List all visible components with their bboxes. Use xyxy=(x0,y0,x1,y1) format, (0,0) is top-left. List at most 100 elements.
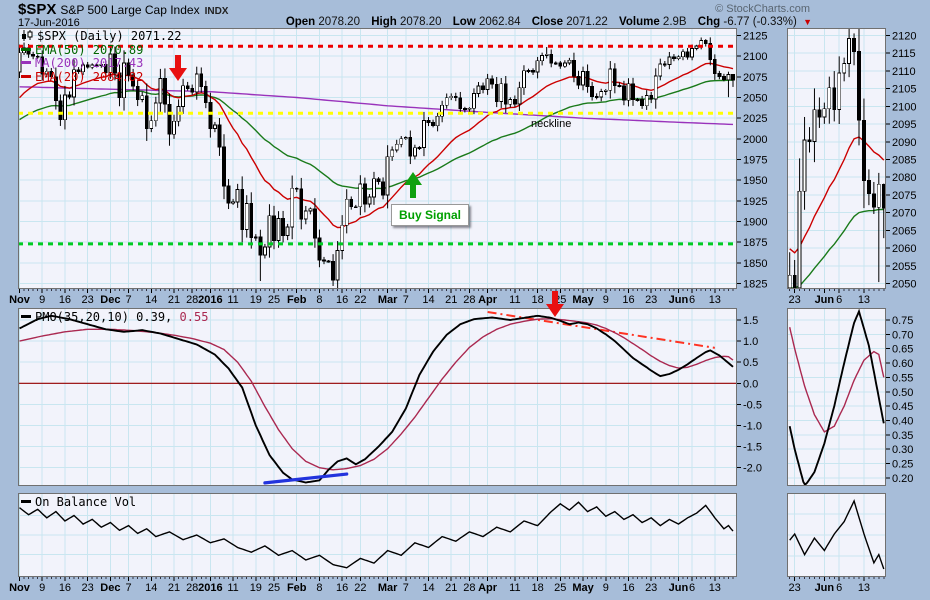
svg-text:22: 22 xyxy=(354,294,366,306)
svg-text:16: 16 xyxy=(59,294,71,306)
pmo-crossover-arrow-icon xyxy=(546,291,564,317)
close-value: 2071.22 xyxy=(566,16,608,28)
svg-text:Apr: Apr xyxy=(478,582,498,594)
svg-text:2075: 2075 xyxy=(743,72,767,84)
arrow-head xyxy=(169,68,187,81)
svg-text:11: 11 xyxy=(509,294,520,306)
arrow-stem xyxy=(410,185,416,198)
high-value: 2078.20 xyxy=(399,16,442,28)
svg-text:23: 23 xyxy=(645,582,657,594)
svg-text:2075: 2075 xyxy=(892,190,916,202)
volume-label: Volume xyxy=(619,16,660,28)
obv-line xyxy=(789,499,885,570)
pmo-axis: 1.5 1.0 0.5 0.0 -0.5 -1.0 -1.5 -2.0 xyxy=(737,315,762,475)
legend-ema50-row: EMA(50) 2070.89 xyxy=(21,43,182,58)
pmo-swatch xyxy=(21,315,31,318)
svg-text:2016: 2016 xyxy=(198,294,222,306)
svg-text:0.75: 0.75 xyxy=(892,315,913,327)
svg-text:2065: 2065 xyxy=(892,225,916,237)
svg-text:Jun: Jun xyxy=(815,582,835,594)
svg-text:16: 16 xyxy=(59,582,71,594)
svg-text:May: May xyxy=(572,582,594,594)
svg-text:1850: 1850 xyxy=(743,258,767,270)
svg-text:Dec: Dec xyxy=(100,582,120,594)
svg-text:Jun: Jun xyxy=(815,294,835,306)
main-legend-label: $SPX (Daily) 2071.22 xyxy=(37,29,182,43)
svg-text:2090: 2090 xyxy=(892,137,916,149)
svg-text:18: 18 xyxy=(531,582,543,594)
svg-text:Dec: Dec xyxy=(100,294,120,306)
svg-text:16: 16 xyxy=(622,294,634,306)
volume-value: 2.9B xyxy=(662,16,687,28)
buy-signal-arrow-icon xyxy=(404,172,422,198)
obv-chart xyxy=(18,493,737,577)
svg-text:19: 19 xyxy=(250,294,262,306)
svg-text:28: 28 xyxy=(186,294,198,306)
svg-text:2120: 2120 xyxy=(892,31,916,43)
open-label: Open xyxy=(285,16,316,28)
svg-text:0.60: 0.60 xyxy=(892,358,913,370)
svg-text:7: 7 xyxy=(126,294,132,306)
pmo-indicator-chart: 1.5 1.0 0.5 0.0 -0.5 -1.0 -1.5 -2.0 xyxy=(18,308,762,486)
svg-text:22: 22 xyxy=(354,582,366,594)
svg-text:1950: 1950 xyxy=(743,175,767,187)
svg-text:19: 19 xyxy=(250,582,262,594)
stockcharts-credit: © StockCharts.com xyxy=(715,3,810,15)
svg-text:16: 16 xyxy=(622,582,634,594)
change-down-icon: ▼ xyxy=(803,17,812,27)
quote-bar: Open 2078.20 High 2078.20 Low 2062.84 Cl… xyxy=(278,16,812,28)
svg-text:11: 11 xyxy=(227,582,238,594)
legend-title-row: $SPX (Daily) 2071.22 xyxy=(21,29,182,44)
svg-text:1925: 1925 xyxy=(743,196,767,208)
pmo-support-trendline xyxy=(263,472,349,485)
neckline-annotation: neckline xyxy=(531,118,572,130)
svg-text:6: 6 xyxy=(689,582,695,594)
svg-text:Mar: Mar xyxy=(378,294,398,306)
svg-text:2105: 2105 xyxy=(892,84,916,96)
low-label: Low xyxy=(452,16,476,28)
change-value: -6.77 (-0.33%) xyxy=(723,16,797,28)
arrow-head xyxy=(546,304,564,317)
svg-text:21: 21 xyxy=(445,582,457,594)
svg-text:11: 11 xyxy=(509,582,520,594)
svg-text:Jun: Jun xyxy=(669,294,689,306)
svg-text:1.0: 1.0 xyxy=(743,336,758,348)
svg-text:13: 13 xyxy=(709,294,721,306)
svg-text:14: 14 xyxy=(145,294,157,306)
obv-line xyxy=(19,501,734,569)
svg-text:-2.0: -2.0 xyxy=(743,463,762,475)
svg-text:1900: 1900 xyxy=(743,217,767,229)
svg-text:23: 23 xyxy=(645,294,657,306)
svg-text:6: 6 xyxy=(836,294,842,306)
svg-text:21: 21 xyxy=(168,294,180,306)
svg-text:Mar: Mar xyxy=(378,582,398,594)
svg-text:2050: 2050 xyxy=(892,279,916,289)
svg-text:-1.5: -1.5 xyxy=(743,442,762,454)
exchange-label: INDX xyxy=(204,6,229,17)
svg-text:25: 25 xyxy=(268,582,280,594)
legend-ema20-row: EMA(20) 2084.82 xyxy=(21,70,182,85)
svg-text:25: 25 xyxy=(268,294,280,306)
pmo-line xyxy=(19,314,734,484)
zoom-obv-chart xyxy=(787,493,886,577)
svg-text:0.25: 0.25 xyxy=(892,459,913,471)
svg-text:Feb: Feb xyxy=(287,294,307,306)
date-axis-top: Nov 9 16 23 Dec 7 14 21 28 2016 11 19 25 Feb 8 16 22 Mar 7… xyxy=(9,289,885,306)
svg-text:2016: 2016 xyxy=(198,582,222,594)
svg-text:Feb: Feb xyxy=(287,582,307,594)
price-axis: 2125 2100 2075 2050 2025 2000 1975 1950 1925 1900… xyxy=(737,31,767,289)
svg-text:28: 28 xyxy=(186,582,198,594)
svg-text:0.65: 0.65 xyxy=(892,344,913,356)
svg-text:Jun: Jun xyxy=(669,582,689,594)
svg-text:0.55: 0.55 xyxy=(892,372,913,384)
svg-text:0.30: 0.30 xyxy=(892,444,913,456)
svg-text:2025: 2025 xyxy=(743,113,767,125)
svg-text:7: 7 xyxy=(403,294,409,306)
svg-text:2060: 2060 xyxy=(892,243,916,255)
buy-signal-callout: Buy Signal xyxy=(391,204,470,226)
svg-text:8: 8 xyxy=(316,582,322,594)
svg-text:21: 21 xyxy=(445,294,457,306)
legend-ma200-row: MA(200) 2017.43 xyxy=(21,56,182,71)
svg-text:6: 6 xyxy=(689,294,695,306)
svg-text:2000: 2000 xyxy=(743,134,767,146)
